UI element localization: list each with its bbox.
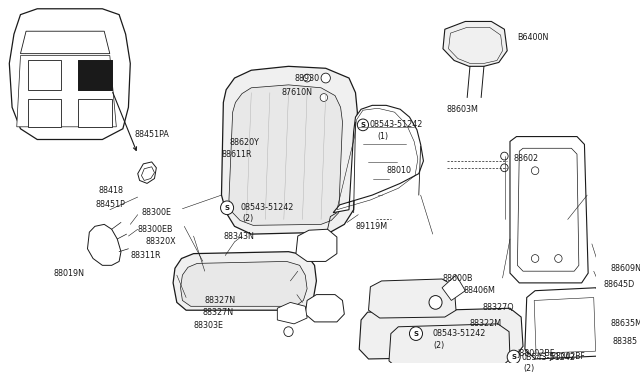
- Text: 88343N: 88343N: [223, 231, 254, 241]
- Polygon shape: [525, 288, 607, 359]
- Text: 88322M: 88322M: [470, 319, 502, 328]
- Text: 88406M: 88406M: [463, 286, 495, 295]
- Text: 08543-51242: 08543-51242: [369, 121, 423, 129]
- Text: 88635M: 88635M: [611, 319, 640, 328]
- Bar: [78, 61, 111, 90]
- Circle shape: [221, 201, 234, 215]
- Text: S: S: [413, 331, 419, 337]
- Text: 88620Y: 88620Y: [230, 138, 260, 147]
- Polygon shape: [333, 105, 424, 213]
- Bar: [28, 61, 61, 90]
- Circle shape: [500, 164, 508, 172]
- Text: 88303E: 88303E: [193, 321, 223, 330]
- Text: 87610N: 87610N: [281, 88, 312, 97]
- Polygon shape: [20, 31, 110, 54]
- Text: (2): (2): [434, 341, 445, 350]
- Polygon shape: [173, 252, 316, 310]
- Circle shape: [357, 119, 369, 131]
- Text: 88451PA: 88451PA: [135, 130, 170, 139]
- Text: 88600B: 88600B: [443, 273, 474, 282]
- Circle shape: [500, 152, 508, 160]
- Polygon shape: [277, 302, 307, 324]
- Text: 88327N: 88327N: [203, 308, 234, 317]
- Text: S: S: [360, 122, 365, 128]
- Text: 88320X: 88320X: [145, 237, 176, 246]
- Text: 88609N: 88609N: [611, 264, 640, 273]
- Text: 08543-51242: 08543-51242: [433, 329, 486, 338]
- Polygon shape: [443, 22, 507, 66]
- Polygon shape: [359, 308, 523, 359]
- Circle shape: [320, 94, 328, 102]
- Text: 88300EB: 88300EB: [138, 225, 173, 234]
- Bar: [28, 99, 61, 127]
- Text: 88602: 88602: [514, 154, 539, 163]
- Polygon shape: [510, 137, 588, 283]
- Circle shape: [507, 350, 520, 364]
- Text: S: S: [225, 205, 230, 211]
- Text: 88311R: 88311R: [131, 251, 161, 260]
- Text: 89119M: 89119M: [355, 222, 388, 231]
- Polygon shape: [180, 262, 307, 306]
- Text: 88451P: 88451P: [96, 201, 125, 209]
- Polygon shape: [389, 324, 510, 369]
- Polygon shape: [10, 9, 131, 140]
- Polygon shape: [229, 85, 342, 225]
- Text: 88930: 88930: [294, 74, 319, 83]
- Polygon shape: [221, 66, 357, 234]
- Circle shape: [410, 327, 422, 340]
- Text: 0B543-51242: 0B543-51242: [521, 353, 575, 362]
- Text: 88327N: 88327N: [205, 296, 236, 305]
- Polygon shape: [305, 295, 344, 322]
- Text: 88300E: 88300E: [141, 208, 172, 217]
- Text: B6400N: B6400N: [517, 33, 549, 42]
- Text: J88002BF: J88002BF: [517, 349, 555, 357]
- Text: 08543-51242: 08543-51242: [240, 203, 294, 212]
- Text: J88002BF: J88002BF: [549, 352, 585, 360]
- Text: S: S: [511, 354, 516, 360]
- Text: (2): (2): [242, 214, 253, 223]
- Text: 88611R: 88611R: [221, 150, 252, 158]
- Text: (2): (2): [523, 364, 534, 372]
- Bar: [78, 61, 111, 90]
- Text: 88418: 88418: [99, 186, 124, 195]
- Circle shape: [303, 74, 311, 82]
- Text: 88603M: 88603M: [447, 105, 479, 114]
- Bar: [78, 99, 111, 127]
- Circle shape: [284, 327, 293, 337]
- Circle shape: [429, 296, 442, 309]
- Polygon shape: [442, 275, 465, 301]
- Text: 88010: 88010: [386, 166, 412, 175]
- Polygon shape: [296, 229, 337, 262]
- Text: 88645D: 88645D: [603, 280, 634, 289]
- Polygon shape: [369, 279, 456, 318]
- Circle shape: [284, 309, 293, 319]
- Polygon shape: [17, 55, 116, 127]
- Circle shape: [321, 73, 330, 83]
- Text: (1): (1): [378, 132, 389, 141]
- Text: 88019N: 88019N: [54, 269, 85, 278]
- Text: 88327Q: 88327Q: [482, 303, 514, 312]
- Text: 88385: 88385: [612, 337, 637, 346]
- Polygon shape: [138, 162, 156, 183]
